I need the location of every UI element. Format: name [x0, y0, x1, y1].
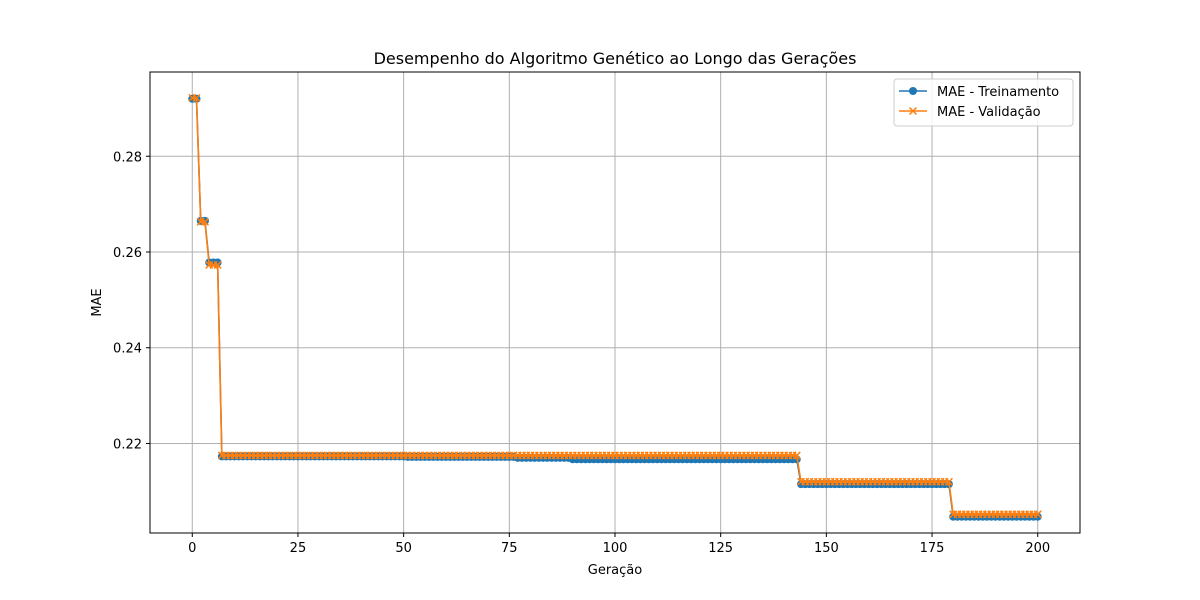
data-point: [1033, 510, 1042, 519]
x-axis-label: Geração: [588, 563, 642, 578]
chart-title: Desempenho do Algoritmo Genético ao Long…: [374, 49, 857, 68]
series-layer: [188, 93, 1042, 521]
legend-label: MAE - Validação: [937, 105, 1041, 120]
data-point: [213, 260, 222, 269]
x-tick-label: 75: [501, 541, 518, 556]
y-axis: 0.22 0.24 0.26 0.28: [113, 150, 150, 452]
x-tick-label: 0: [188, 541, 196, 556]
y-tick-label: 0.22: [113, 437, 142, 452]
x-tick-label: 200: [1025, 541, 1050, 556]
series-1: [188, 93, 1042, 519]
legend-marker: [908, 106, 918, 116]
x-tick-label: 100: [603, 541, 628, 556]
legend-marker: [909, 87, 917, 95]
grid: [150, 72, 1080, 533]
data-point: [200, 217, 209, 226]
x-tick-label: 50: [395, 541, 412, 556]
x-tick-label: 175: [920, 541, 945, 556]
data-point: [192, 93, 201, 102]
x-tick-label: 25: [290, 541, 307, 556]
y-tick-label: 0.26: [113, 246, 142, 261]
legend-label: MAE - Treinamento: [937, 85, 1059, 100]
x-tick-label: 150: [814, 541, 839, 556]
y-tick-label: 0.28: [113, 150, 142, 165]
x-axis: 0 25 50 75 100 125 150 175 200: [188, 533, 1050, 556]
x-tick-label: 125: [708, 541, 733, 556]
data-point: [792, 451, 801, 460]
data-point: [944, 477, 953, 486]
y-tick-label: 0.24: [113, 342, 142, 357]
y-axis-label: MAE: [90, 288, 105, 316]
legend: MAE - Treinamento MAE - Validação: [893, 78, 1074, 127]
legend-box: [893, 78, 1074, 127]
